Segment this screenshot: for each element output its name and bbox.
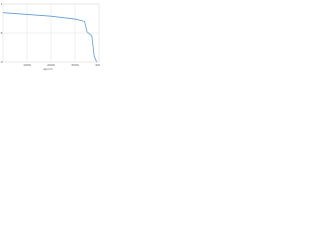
x-tick-label: 3000 bbox=[71, 63, 79, 67]
y-tick-label: 0 bbox=[1, 60, 3, 64]
y-tick-label: 1 bbox=[1, 2, 3, 6]
chart: epoch 0 0.5 1 1000 2000 3000 4000 bbox=[0, 2, 103, 71]
x-tick-label: 1000 bbox=[23, 63, 31, 67]
y-tick-label: 0.5 bbox=[0, 31, 3, 35]
line bbox=[2, 12, 97, 63]
x-axis-label: epoch bbox=[43, 67, 52, 71]
x-tick-label: 2000 bbox=[47, 63, 55, 67]
x-tick-label: 4000 bbox=[95, 63, 100, 67]
